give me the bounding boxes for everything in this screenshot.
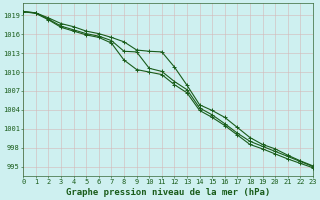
X-axis label: Graphe pression niveau de la mer (hPa): Graphe pression niveau de la mer (hPa) bbox=[66, 188, 270, 197]
